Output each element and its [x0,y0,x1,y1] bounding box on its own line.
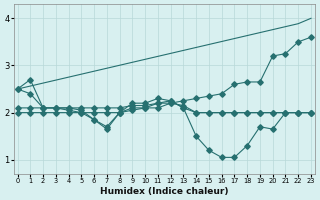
X-axis label: Humidex (Indice chaleur): Humidex (Indice chaleur) [100,187,228,196]
